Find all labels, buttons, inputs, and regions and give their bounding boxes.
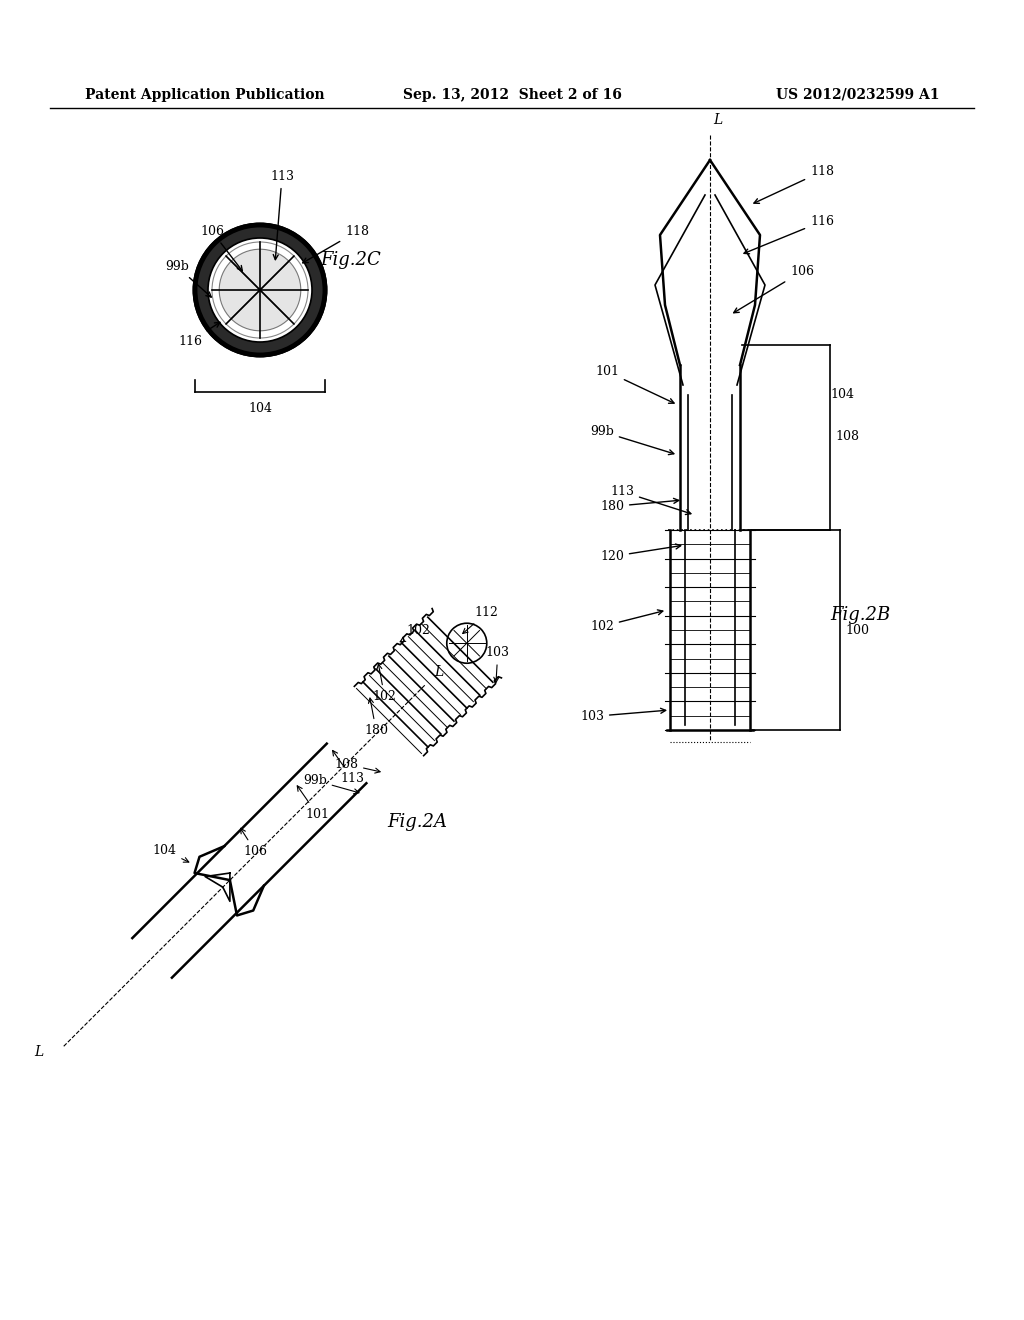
Circle shape bbox=[195, 224, 325, 355]
Text: 101: 101 bbox=[297, 785, 329, 821]
Text: 106: 106 bbox=[734, 265, 814, 313]
Text: 99b: 99b bbox=[303, 774, 359, 793]
Text: Sep. 13, 2012  Sheet 2 of 16: Sep. 13, 2012 Sheet 2 of 16 bbox=[402, 88, 622, 102]
Text: 106: 106 bbox=[200, 224, 243, 271]
Text: 113: 113 bbox=[610, 484, 691, 515]
Circle shape bbox=[208, 238, 312, 342]
Text: 104: 104 bbox=[153, 843, 188, 862]
Text: 180: 180 bbox=[600, 499, 679, 513]
Text: Fig.2C: Fig.2C bbox=[319, 251, 381, 269]
Text: 106: 106 bbox=[241, 829, 267, 858]
Text: 116: 116 bbox=[744, 215, 834, 253]
Text: 120: 120 bbox=[600, 544, 681, 564]
Text: 102: 102 bbox=[590, 610, 663, 634]
Text: 99b: 99b bbox=[590, 425, 674, 454]
Wedge shape bbox=[231, 249, 289, 290]
Circle shape bbox=[446, 623, 486, 663]
Text: 113: 113 bbox=[333, 751, 365, 785]
Text: 113: 113 bbox=[270, 170, 294, 260]
Wedge shape bbox=[260, 261, 301, 319]
Text: 100: 100 bbox=[845, 623, 869, 636]
Text: Fig.2B: Fig.2B bbox=[830, 606, 890, 624]
Wedge shape bbox=[231, 290, 289, 331]
Text: L: L bbox=[35, 1045, 44, 1059]
Text: 180: 180 bbox=[365, 698, 388, 737]
Wedge shape bbox=[219, 261, 260, 319]
Text: L: L bbox=[713, 114, 722, 127]
Text: US 2012/0232599 A1: US 2012/0232599 A1 bbox=[776, 88, 940, 102]
Text: 104: 104 bbox=[248, 403, 272, 414]
Text: 103: 103 bbox=[580, 709, 666, 723]
Text: 108: 108 bbox=[835, 430, 859, 444]
Text: Patent Application Publication: Patent Application Publication bbox=[85, 88, 325, 102]
Text: 99b: 99b bbox=[165, 260, 211, 297]
Text: 102: 102 bbox=[400, 624, 431, 642]
Text: 118: 118 bbox=[303, 224, 369, 263]
Text: 101: 101 bbox=[595, 366, 674, 404]
Text: Fig.2A: Fig.2A bbox=[387, 813, 446, 832]
Text: 103: 103 bbox=[485, 647, 510, 682]
Text: 118: 118 bbox=[754, 165, 834, 203]
Text: 108: 108 bbox=[334, 758, 380, 774]
Text: 102: 102 bbox=[373, 664, 396, 704]
Text: L: L bbox=[434, 665, 443, 680]
Text: 116: 116 bbox=[178, 322, 220, 348]
Text: 104: 104 bbox=[830, 388, 854, 401]
Text: 112: 112 bbox=[463, 606, 499, 634]
